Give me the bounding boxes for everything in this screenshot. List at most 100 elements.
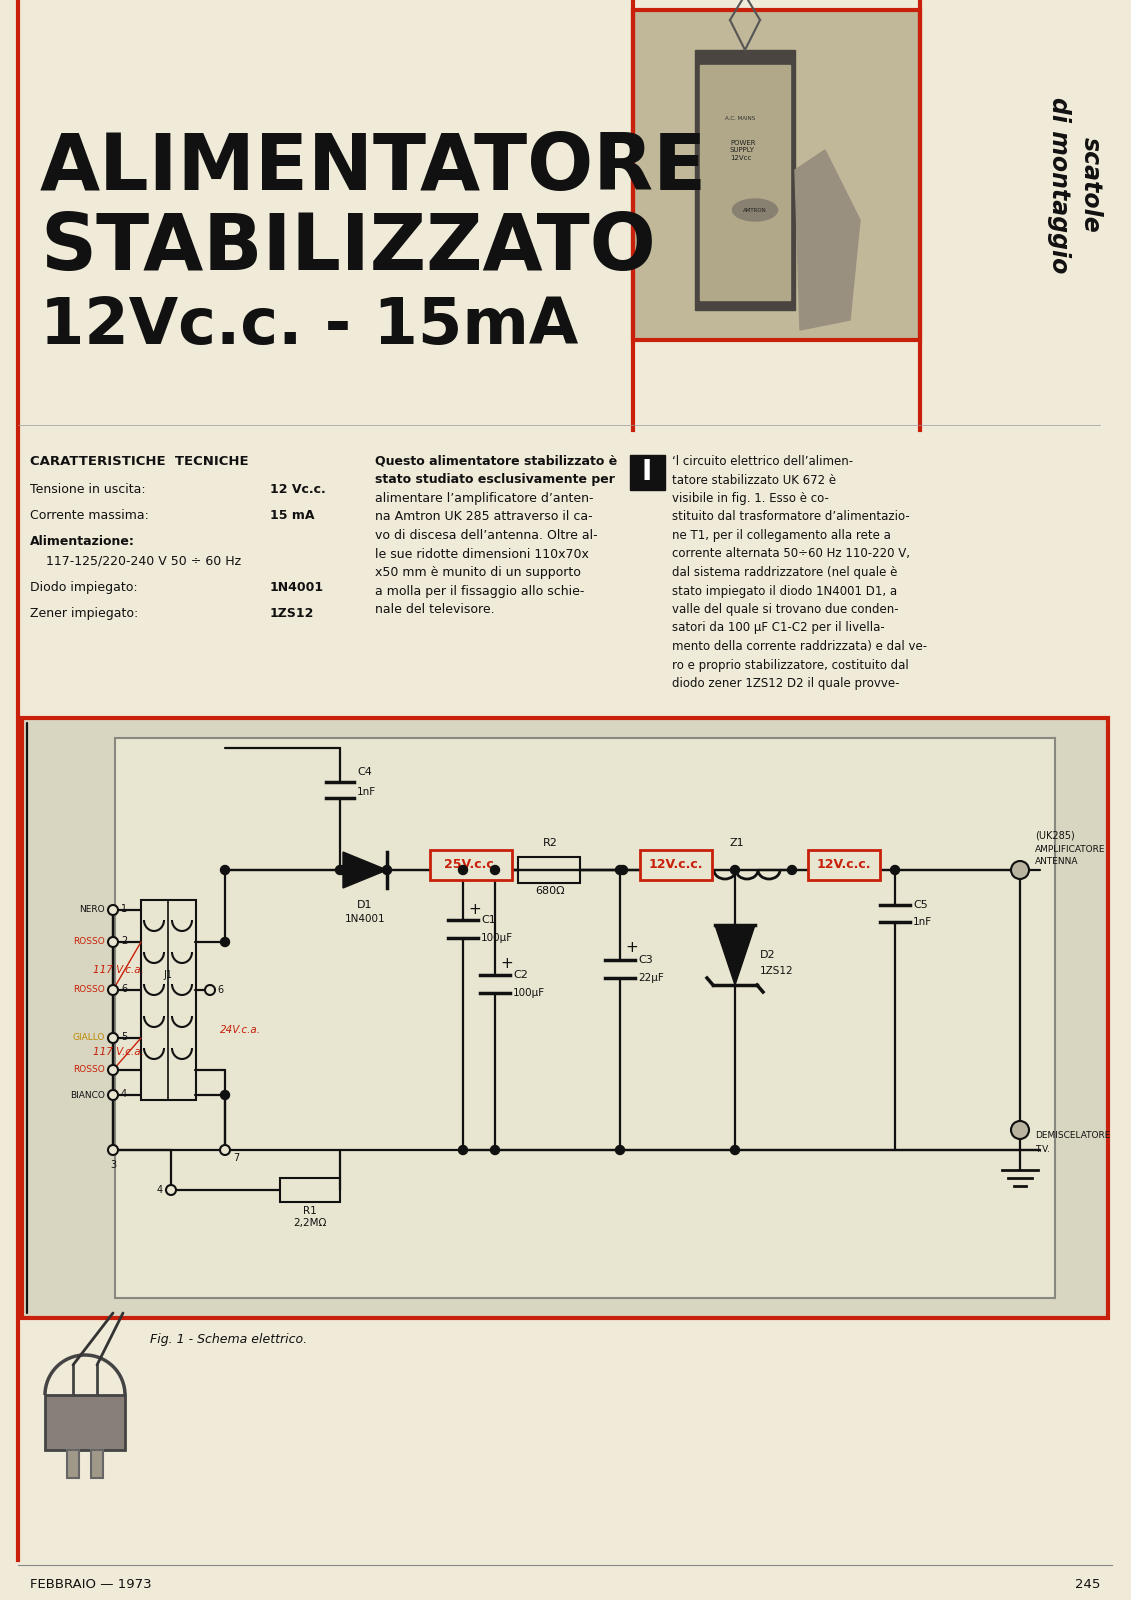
Ellipse shape (733, 198, 777, 221)
Text: 100µF: 100µF (481, 933, 513, 942)
Text: 12Vc.c. - 15mA: 12Vc.c. - 15mA (40, 294, 578, 357)
Text: ne T1, per il collegamento alla rete a: ne T1, per il collegamento alla rete a (672, 530, 891, 542)
Text: satori da 100 µF C1-C2 per il livella-: satori da 100 µF C1-C2 per il livella- (672, 621, 884, 635)
Bar (700, 66, 789, 301)
Text: 4: 4 (157, 1186, 163, 1195)
Text: 12V.c.c.: 12V.c.c. (649, 859, 703, 872)
Text: 680Ω: 680Ω (535, 886, 564, 896)
Circle shape (615, 866, 624, 875)
Bar (90, 1450, 103, 1478)
Bar (518, 858, 580, 883)
Text: 245: 245 (1074, 1579, 1100, 1592)
Bar (808, 850, 880, 880)
Text: Zener impiegato:: Zener impiegato: (31, 606, 138, 619)
Text: J1: J1 (164, 970, 173, 979)
Text: le sue ridotte dimensioni 110x70x: le sue ridotte dimensioni 110x70x (375, 547, 589, 560)
Text: Corrente massima:: Corrente massima: (31, 509, 149, 522)
Circle shape (205, 986, 215, 995)
Text: 2,2MΩ: 2,2MΩ (293, 1218, 327, 1229)
Circle shape (107, 1146, 118, 1155)
Circle shape (458, 866, 467, 875)
Circle shape (107, 1034, 118, 1043)
Text: 117 V.c.a.: 117 V.c.a. (93, 965, 144, 974)
Text: ALIMENTATORE: ALIMENTATORE (40, 130, 707, 206)
Text: 5: 5 (121, 1032, 128, 1042)
Text: 1nF: 1nF (913, 917, 932, 926)
Bar (67, 1450, 79, 1478)
Text: 1N4001: 1N4001 (270, 581, 325, 594)
Text: Z1: Z1 (729, 838, 744, 848)
Polygon shape (795, 150, 860, 330)
Text: Questo alimentatore stabilizzato è: Questo alimentatore stabilizzato è (375, 454, 618, 467)
Text: ROSSO: ROSSO (74, 1066, 105, 1075)
Circle shape (1011, 1122, 1029, 1139)
Circle shape (1011, 861, 1029, 878)
Circle shape (338, 866, 347, 875)
Bar (21, 718, 1108, 1318)
Text: 117 V.c.a.: 117 V.c.a. (93, 1046, 144, 1058)
Text: 1ZS12: 1ZS12 (270, 606, 314, 619)
Circle shape (491, 866, 500, 875)
Text: stituito dal trasformatore d’alimentazio-: stituito dal trasformatore d’alimentazio… (672, 510, 909, 523)
Text: BIANCO: BIANCO (70, 1091, 105, 1099)
Text: A.C. MAINS: A.C. MAINS (725, 117, 756, 122)
Text: D1: D1 (357, 899, 373, 910)
Text: x50 mm è munito di un supporto: x50 mm è munito di un supporto (375, 566, 581, 579)
Text: 22µF: 22µF (638, 973, 664, 982)
Text: STABILIZZATO: STABILIZZATO (40, 210, 656, 286)
Circle shape (382, 866, 391, 875)
Text: AMPLIFICATORE: AMPLIFICATORE (1035, 845, 1105, 853)
Text: ro e proprio stabilizzatore, costituito dal: ro e proprio stabilizzatore, costituito … (672, 659, 908, 672)
Bar (696, 50, 795, 310)
Text: 4: 4 (121, 1090, 127, 1099)
Text: ROSSO: ROSSO (74, 986, 105, 995)
Circle shape (221, 1146, 230, 1155)
Text: 6: 6 (121, 984, 127, 994)
Circle shape (107, 1090, 118, 1101)
Polygon shape (715, 925, 756, 986)
Text: ‘l circuito elettrico dell’alimen-: ‘l circuito elettrico dell’alimen- (672, 454, 853, 467)
Text: 7: 7 (233, 1154, 240, 1163)
Text: 24V.c.a.: 24V.c.a. (221, 1026, 261, 1035)
Text: visibile in fig. 1. Esso è co-: visibile in fig. 1. Esso è co- (672, 493, 829, 506)
Polygon shape (343, 851, 387, 888)
Text: Diodo impiegato:: Diodo impiegato: (31, 581, 138, 594)
Circle shape (221, 866, 230, 875)
Text: Alimentazione:: Alimentazione: (31, 534, 135, 547)
Text: 3: 3 (110, 1160, 116, 1170)
Circle shape (107, 938, 118, 947)
Text: 25V.c.c.: 25V.c.c. (443, 859, 499, 872)
Text: 2: 2 (121, 936, 128, 946)
Text: FEBBRAIO — 1973: FEBBRAIO — 1973 (31, 1579, 152, 1592)
Text: DEMISCELATORE: DEMISCELATORE (1035, 1131, 1111, 1139)
Text: 12V.c.c.: 12V.c.c. (817, 859, 871, 872)
Text: ROSSO: ROSSO (74, 938, 105, 947)
Circle shape (615, 1146, 624, 1155)
Bar (640, 850, 713, 880)
Text: Tensione in uscita:: Tensione in uscita: (31, 483, 146, 496)
Text: 12 Vc.c.: 12 Vc.c. (270, 483, 326, 496)
Circle shape (336, 866, 345, 875)
Text: D2: D2 (760, 950, 776, 960)
Text: ANTENNA: ANTENNA (1035, 858, 1079, 867)
Text: GIALLO: GIALLO (72, 1034, 105, 1043)
Text: vo di discesa dell’antenna. Oltre al-: vo di discesa dell’antenna. Oltre al- (375, 530, 597, 542)
Bar (141, 899, 196, 1101)
Circle shape (107, 1066, 118, 1075)
Text: R1: R1 (303, 1206, 317, 1216)
Circle shape (221, 1091, 230, 1099)
Text: 6: 6 (217, 986, 223, 995)
Text: NERO: NERO (79, 906, 105, 915)
Text: tatore stabilizzato UK 672 è: tatore stabilizzato UK 672 è (672, 474, 836, 486)
Text: diodo zener 1ZS12 D2 il quale provve-: diodo zener 1ZS12 D2 il quale provve- (672, 677, 899, 690)
Bar (630, 454, 665, 490)
Circle shape (731, 1146, 740, 1155)
Text: Fig. 1 - Schema elettrico.: Fig. 1 - Schema elettrico. (150, 1333, 308, 1346)
Text: POWER
SUPPLY
12Vcc: POWER SUPPLY 12Vcc (729, 141, 756, 162)
Text: 1: 1 (121, 904, 127, 914)
Text: C3: C3 (638, 955, 653, 965)
Text: +: + (500, 955, 512, 971)
Text: stato studiato esclusivamente per: stato studiato esclusivamente per (375, 474, 615, 486)
Text: alimentare l’amplificatore d’anten-: alimentare l’amplificatore d’anten- (375, 493, 594, 506)
Text: stato impiegato il diodo 1N4001 D1, a: stato impiegato il diodo 1N4001 D1, a (672, 584, 897, 597)
